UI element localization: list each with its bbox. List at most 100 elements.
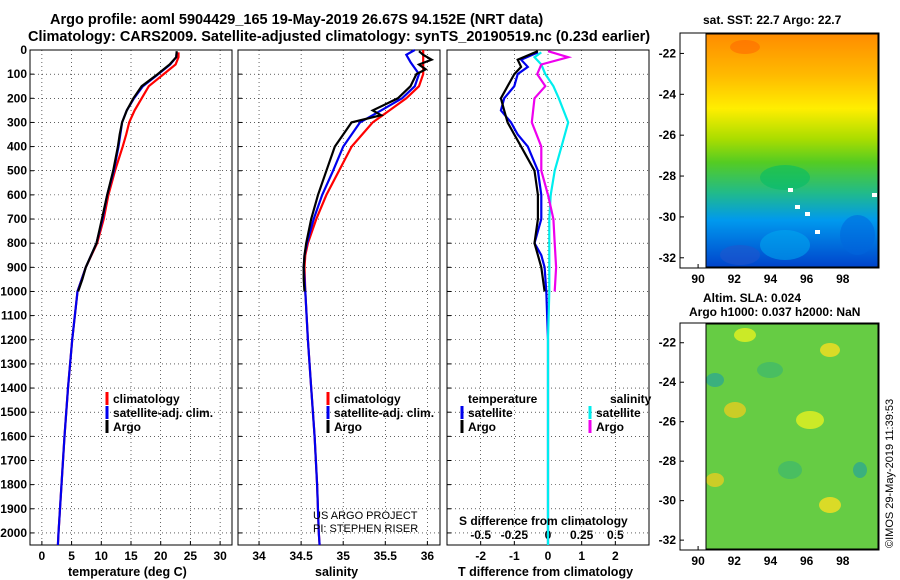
sla-map-title: Altim. SLA: 0.024 bbox=[703, 291, 801, 305]
x-tick-label: 92 bbox=[728, 554, 742, 568]
land-mask bbox=[788, 188, 793, 192]
sla-blob bbox=[853, 462, 867, 478]
land-mask bbox=[805, 212, 810, 216]
series-climatology bbox=[303, 50, 425, 546]
y-tick-label: -28 bbox=[659, 454, 677, 468]
y-tick-label: -32 bbox=[659, 533, 677, 547]
sla-blob bbox=[706, 473, 724, 487]
title-line1: Argo profile: aoml 5904429_165 19-May-20… bbox=[50, 12, 543, 28]
sst-blob bbox=[720, 245, 760, 265]
difference-legend: temperature salinity satellite Argo sate… bbox=[459, 392, 652, 528]
x-tick-label: 98 bbox=[836, 272, 850, 286]
imos-stamp: ©IMOS 29-May-2019 11:39:53 bbox=[884, 399, 896, 548]
x-tick-label: 10 bbox=[95, 549, 109, 563]
y-tick-label: 1700 bbox=[0, 453, 27, 467]
sla-field-frame bbox=[705, 323, 879, 550]
legend-argo: Argo bbox=[334, 420, 362, 434]
y-tick-label: 1400 bbox=[0, 381, 27, 395]
sst-blob bbox=[760, 230, 810, 260]
land-mask bbox=[872, 193, 877, 197]
y-tick-label: 1800 bbox=[0, 478, 27, 492]
series-argo bbox=[77, 51, 178, 292]
series-satellite-adj-clim- bbox=[56, 52, 178, 546]
series-temperature-satellite bbox=[499, 51, 550, 545]
x-tick-label: 34.5 bbox=[289, 549, 313, 563]
y-tick-label: 2000 bbox=[0, 526, 27, 540]
land-mask bbox=[815, 230, 820, 234]
x-tick-label: 25 bbox=[184, 549, 198, 563]
y-tick-label: -30 bbox=[659, 494, 677, 508]
y-tick-label: -32 bbox=[659, 251, 677, 265]
x-tick-label: 1 bbox=[578, 549, 585, 563]
temperature-panel: 0100200300400500600700800900100011001200… bbox=[0, 43, 233, 563]
legend-title-salinity: salinity bbox=[610, 392, 652, 406]
x-tick-label: 34 bbox=[252, 549, 266, 563]
y-tick-label: 200 bbox=[7, 91, 27, 105]
series-satellite-adj-clim- bbox=[302, 49, 421, 546]
y-tick-label: 0 bbox=[20, 43, 27, 57]
legend-climatology: climatology bbox=[113, 392, 180, 406]
y-tick-label: -30 bbox=[659, 210, 677, 224]
x-tick-label: 98 bbox=[836, 554, 850, 568]
s-tick-label: -0.25 bbox=[501, 528, 529, 542]
legend-title-temperature: temperature bbox=[468, 392, 538, 406]
series-salinity-satellite bbox=[532, 51, 570, 545]
y-tick-label: -28 bbox=[659, 169, 677, 183]
y-tick-label: 1600 bbox=[0, 429, 27, 443]
x-tick-label: 20 bbox=[154, 549, 168, 563]
legend-satellite-adj: satellite-adj. clim. bbox=[334, 406, 434, 420]
difference-panel: -2 -1 0 1 2-0.5 -0.25 0 0.25 0.5 bbox=[446, 49, 650, 563]
y-tick-label: 100 bbox=[7, 67, 27, 81]
series-temperature-argo bbox=[499, 50, 546, 292]
x-label-t-difference: T difference from climatology bbox=[458, 565, 633, 579]
sst-blob bbox=[840, 215, 875, 255]
sla-field bbox=[706, 324, 878, 549]
legend-temp-satellite: satellite bbox=[468, 406, 513, 420]
x-tick-label: 2 bbox=[612, 549, 619, 563]
x-tick-label: 0 bbox=[39, 549, 46, 563]
sst-blob bbox=[760, 165, 810, 190]
legend-temp-argo: Argo bbox=[468, 420, 496, 434]
sla-map: Altim. SLA: 0.024 Argo h1000: 0.037 h200… bbox=[659, 291, 880, 568]
y-tick-label: -24 bbox=[659, 375, 677, 389]
sla-blob bbox=[778, 461, 802, 479]
x-tick-label: 94 bbox=[764, 554, 778, 568]
sla-blob bbox=[819, 497, 841, 513]
s-tick-label: 0.5 bbox=[607, 528, 624, 542]
temperature-legend: climatology satellite-adj. clim. Argo bbox=[105, 392, 213, 434]
sst-map: sat. SST: 22.7 Argo: 22.7 90 92 94 96 98 -22 -… bbox=[659, 13, 880, 286]
x-tick-label: -1 bbox=[509, 549, 520, 563]
x-tick-label: 96 bbox=[800, 554, 814, 568]
legend-sal-satellite: satellite bbox=[596, 406, 641, 420]
x-label-salinity: salinity bbox=[315, 565, 358, 579]
legend-satellite-adj: satellite-adj. clim. bbox=[113, 406, 213, 420]
height-label: Argo h1000: 0.037 h2000: NaN bbox=[689, 305, 860, 319]
sla-blob bbox=[757, 362, 783, 378]
sla-blob bbox=[724, 402, 746, 418]
y-tick-label: 1000 bbox=[0, 284, 27, 298]
x-tick-label: 35.5 bbox=[374, 549, 398, 563]
sla-blob bbox=[796, 411, 824, 429]
y-tick-label: 1500 bbox=[0, 405, 27, 419]
y-tick-label: 1300 bbox=[0, 357, 27, 371]
s-tick-label: 0.25 bbox=[570, 528, 594, 542]
y-tick-label: 1900 bbox=[0, 502, 27, 516]
x-tick-label: 92 bbox=[728, 272, 742, 286]
x-tick-label: 30 bbox=[213, 549, 227, 563]
s-diff-label: S difference from climatology bbox=[459, 514, 628, 528]
sla-blob bbox=[734, 328, 756, 342]
y-tick-label: -26 bbox=[659, 128, 677, 142]
y-tick-label: 800 bbox=[7, 236, 27, 250]
y-tick-label: 1200 bbox=[0, 333, 27, 347]
y-tick-label: -24 bbox=[659, 87, 677, 101]
y-tick-label: -22 bbox=[659, 46, 677, 60]
x-tick-label: 96 bbox=[800, 272, 814, 286]
x-tick-label: 90 bbox=[691, 554, 705, 568]
sst-blob bbox=[730, 40, 760, 54]
x-tick-label: 94 bbox=[764, 272, 778, 286]
y-tick-label: 500 bbox=[7, 164, 27, 178]
sla-blob bbox=[820, 343, 840, 357]
x-tick-label: 36 bbox=[421, 549, 435, 563]
legend-argo: Argo bbox=[113, 420, 141, 434]
